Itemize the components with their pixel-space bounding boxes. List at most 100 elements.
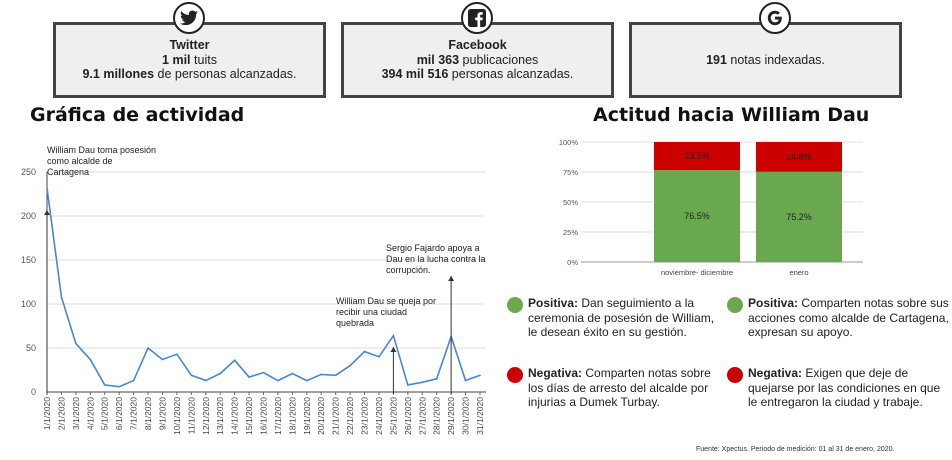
- positive-color-dot: [727, 297, 743, 313]
- x-category-label: enero: [789, 268, 808, 277]
- data-point: [479, 374, 481, 377]
- data-label: 24.8%: [786, 152, 812, 162]
- negative-color-dot: [507, 367, 523, 383]
- negative-bar-segment: [654, 142, 740, 171]
- facebook-icon: [461, 2, 493, 34]
- x-tick-label: 9/1/2020: [157, 397, 167, 430]
- annotation-dau-posesion: William Dau toma posesión como alcalde d…: [47, 145, 157, 177]
- attitude-chart-title: Actitud hacia William Dau: [593, 104, 870, 126]
- data-point: [248, 376, 250, 378]
- data-point: [464, 379, 467, 382]
- legend-text: Exigen que deje de quejarse por las cond…: [748, 366, 941, 409]
- x-tick-label: 22/1/2020: [345, 397, 355, 435]
- source-note: Fuente: Xpectus. Periodo de medición: 01…: [696, 446, 895, 453]
- data-point: [262, 371, 265, 374]
- data-point: [291, 372, 294, 375]
- twitter-tweets-count: 1 mil: [162, 52, 191, 67]
- x-tick-label: 18/1/2020: [287, 397, 297, 435]
- legend-text: Dan seguimiento a la ceremonia de posesi…: [528, 296, 715, 339]
- x-tick-label: 27/1/2020: [417, 397, 427, 435]
- y-tick-label: 100%: [559, 138, 579, 147]
- facebook-reach-label: personas alcanzadas.: [448, 67, 574, 82]
- legend-label: Positiva:: [748, 296, 799, 310]
- x-tick-label: 23/1/2020: [360, 397, 370, 435]
- data-point: [204, 379, 207, 382]
- google-notes-count: 191: [706, 52, 727, 67]
- x-tick-label: 12/1/2020: [201, 397, 211, 435]
- legend-label: Negativa:: [748, 366, 803, 380]
- x-tick-label: 29/1/2020: [446, 397, 456, 435]
- x-tick-label: 13/1/2020: [215, 397, 225, 435]
- data-point: [435, 378, 438, 380]
- positive-color-dot: [507, 297, 523, 313]
- google-notes-label: notas indexadas.: [726, 52, 825, 67]
- data-point: [60, 296, 63, 298]
- x-tick-label: 6/1/2020: [114, 397, 124, 430]
- data-point: [349, 364, 351, 367]
- negative-color-dot: [727, 367, 743, 383]
- x-tick-label: 2/1/2020: [56, 397, 66, 430]
- data-point: [421, 381, 424, 384]
- x-tick-label: 26/1/2020: [403, 397, 413, 435]
- data-point: [378, 356, 380, 358]
- data-label: 75.2%: [786, 212, 812, 222]
- data-point: [75, 342, 77, 345]
- data-point: [219, 372, 221, 375]
- data-point: [147, 347, 149, 349]
- data-point: [46, 187, 48, 189]
- x-tick-label: 20/1/2020: [316, 397, 326, 435]
- legend-text: Comparten notas sobre sus acciones como …: [748, 296, 949, 339]
- data-label: 76.5%: [684, 211, 710, 221]
- negative-bar-segment: [756, 142, 842, 172]
- data-point: [176, 353, 178, 355]
- data-point: [320, 373, 323, 376]
- facebook-posts-count: mil 363: [416, 52, 460, 67]
- data-point: [277, 379, 279, 382]
- y-tick-label: 75%: [563, 168, 578, 177]
- x-tick-label: 7/1/2020: [129, 397, 139, 430]
- x-tick-label: 5/1/2020: [100, 397, 110, 430]
- y-tick-label: 50: [26, 343, 36, 353]
- x-tick-label: 24/1/2020: [374, 397, 384, 435]
- y-tick-label: 100: [21, 299, 36, 309]
- facebook-reach-count: 394 mil 516: [381, 67, 449, 82]
- twitter-tweets-label: tuits: [190, 52, 217, 67]
- x-tick-label: 14/1/2020: [230, 397, 240, 435]
- y-tick-label: 250: [21, 167, 36, 177]
- data-point: [392, 334, 395, 337]
- annotation-arrow-3-head: [448, 276, 455, 281]
- legend-label: Positiva:: [528, 296, 579, 310]
- legend-text: Comparten notas sobre los días de arrest…: [528, 366, 711, 409]
- google-icon: [759, 2, 791, 34]
- facebook-posts-label: publicaciones: [459, 52, 539, 67]
- activity-line-chart: 0 50 100 150 200 250 1/1/2020 2/1/2020 3/1/2020 4…: [21, 167, 486, 435]
- twitter-icon: [173, 2, 205, 34]
- positive-bar-segment: [756, 171, 842, 262]
- google-card: 191 notas indexadas.: [629, 22, 902, 98]
- data-point: [161, 358, 164, 361]
- x-tick-label: 30/1/2020: [461, 397, 471, 435]
- legend-label: Negativa:: [528, 366, 583, 380]
- x-tick-label: 28/1/2020: [432, 397, 442, 435]
- annotation-dau-queja: William Dau se queja por recibir una ciu…: [336, 296, 437, 328]
- twitter-reach-count: 9.1 millones: [82, 67, 155, 82]
- twitter-reach-label: de personas alcanzadas.: [154, 67, 297, 82]
- y-tick-label: 0: [31, 387, 36, 397]
- annotation-arrow-1-head: [44, 210, 50, 215]
- data-label: 23.5%: [684, 151, 710, 161]
- y-tick-label: 200: [21, 211, 36, 221]
- data-point: [190, 374, 193, 377]
- x-tick-label: 10/1/2020: [172, 397, 182, 435]
- twitter-card: Twitter 1 mil tuits 9.1 millones de pers…: [53, 22, 326, 98]
- x-tick-label: 21/1/2020: [331, 397, 341, 435]
- facebook-card: Facebook mil 363 publicaciones 394 mil 5…: [341, 22, 614, 98]
- attitude-stacked-bar-chart: 0% 25% 50% 75% 100% 76.5% 23.5% noviembre- dici…: [559, 138, 863, 277]
- x-tick-label: 16/1/2020: [259, 397, 269, 435]
- y-tick-label: 50%: [563, 198, 578, 207]
- y-tick-label: 150: [21, 255, 36, 265]
- x-tick-label: 15/1/2020: [244, 397, 254, 435]
- data-point: [118, 385, 120, 388]
- x-tick-label: 8/1/2020: [143, 397, 153, 430]
- twitter-title: Twitter: [169, 38, 210, 53]
- data-point: [89, 358, 92, 361]
